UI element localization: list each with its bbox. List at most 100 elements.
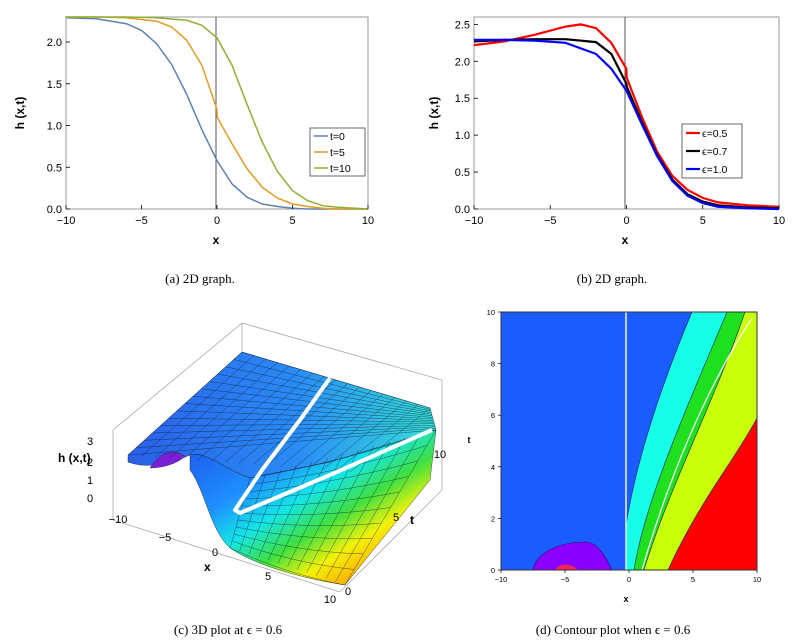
x-tick-label: −10: [495, 575, 508, 584]
t-tick-label: 0: [345, 586, 351, 598]
y-tick-label: 6: [491, 411, 495, 420]
mesh-line: [197, 369, 301, 461]
b-series-2: [474, 38, 780, 211]
panel-b-x-label: x: [622, 233, 629, 247]
x-tick-label: −10: [109, 514, 128, 526]
panel-d-ticks: −10 −5 0 5 10 0 2 4 6 8 10: [487, 308, 762, 584]
mesh-line: [308, 397, 395, 469]
mesh-line: [237, 519, 382, 526]
mesh-line: [235, 526, 373, 540]
t-tick-label: 10: [434, 449, 446, 461]
y-tick-label: 2.0: [455, 56, 470, 68]
mesh-line: [224, 376, 325, 463]
x-tick-label: −5: [561, 575, 570, 584]
mesh-line: [247, 445, 427, 486]
x-tick-label: 0: [212, 547, 218, 559]
panel-d-y-label: t: [468, 435, 471, 445]
mesh-line: [335, 404, 419, 472]
legend-label: t=10: [330, 163, 351, 175]
x-tick-label: −10: [57, 215, 76, 227]
panel-d-field: [501, 312, 757, 570]
panel-a-caption: (a) 2D graph.: [165, 271, 235, 286]
panel-c-x-label: x: [204, 560, 211, 574]
contour-band-violet: [533, 542, 612, 570]
panel-b-frame: [473, 16, 780, 210]
z-tick-label: 1: [87, 475, 93, 487]
contour-red-core: [555, 564, 578, 570]
z-tick-label: 2: [87, 457, 93, 469]
mesh-line: [229, 547, 346, 586]
panel-a-legend: t=0 t=5 t=10: [309, 127, 366, 177]
mesh-line: [322, 400, 407, 471]
mesh-line: [296, 449, 359, 570]
mesh-line: [258, 465, 297, 558]
mesh-line: [183, 365, 290, 460]
mesh-line: [239, 507, 391, 515]
z-tick-label: 3: [87, 436, 93, 448]
mesh-line: [225, 366, 431, 412]
panel-b: −10 −5 0 5 10 0.0 0.5 1.0 1.5 2.0 2.5 x h (x,t) ϵ…: [427, 16, 785, 286]
panel-b-legend: ϵ=0.5 ϵ=0.7 ϵ=1.0: [681, 123, 743, 179]
y-tick-label: 8: [491, 360, 495, 369]
panel-b-y-ticks: 0.0 0.5 1.0 1.5 2.0 2.5: [455, 19, 478, 216]
x-tick-label: 5: [265, 571, 271, 583]
a-series-1: [66, 16, 368, 210]
mesh-line: [335, 433, 421, 583]
x-tick-label: 10: [773, 215, 785, 227]
mesh-line: [155, 358, 266, 458]
y-tick-label: 1.5: [455, 93, 470, 105]
t-tick-label: 5: [393, 512, 399, 524]
contour-band-red: [668, 418, 757, 570]
panel-d: −10 −5 0 5 10 0 2 4 6 8 10 x t (d) Contour plot wh…: [468, 308, 762, 637]
y-tick-label: 0: [491, 566, 495, 575]
panel-a-x-ticks: −10 −5 0 5 10: [57, 205, 374, 227]
x-tick-label: 10: [324, 594, 336, 606]
panel-c-white-curve: [233, 376, 433, 515]
mesh-line: [233, 533, 364, 555]
panel-c-caption: (c) 3D plot at ϵ = 0.6: [174, 622, 283, 637]
panel-b-series: [473, 23, 780, 211]
mesh-line: [233, 359, 431, 410]
panel-d-caption: (d) Contour plot when ϵ = 0.6: [536, 622, 691, 637]
panel-c: 0 1 2 3 −10 −5 0 5 10 0 5 10 h (x,t) x t (c) 3D plo…: [58, 322, 446, 637]
x-tick-label: 10: [753, 575, 761, 584]
b-series-0: [473, 23, 780, 208]
panel-a-x-label: x: [213, 233, 220, 247]
mesh-line: [294, 393, 384, 468]
mesh-line: [211, 372, 313, 462]
panel-c-t-label: t: [410, 513, 414, 527]
mesh-line: [184, 403, 434, 420]
mesh-line: [209, 381, 432, 415]
mesh-line: [239, 473, 266, 552]
contour-line-5: [532, 541, 613, 570]
legend-label: ϵ=0.5: [702, 128, 728, 140]
mesh-line: [193, 395, 433, 418]
mesh-line: [141, 355, 254, 457]
mesh-line: [245, 460, 418, 493]
panel-c-ticks: 0 1 2 3 −10 −5 0 5 10 0 5 10: [87, 436, 446, 606]
mesh-line: [217, 373, 432, 413]
panel-b-caption: (b) 2D graph.: [577, 271, 647, 286]
x-tick-label: 0: [623, 215, 629, 227]
mesh-line: [306, 445, 375, 573]
panel-a-y-label: h (x,t): [13, 97, 27, 130]
panel-b-x-ticks: −10 −5 0 5 10: [465, 205, 785, 227]
x-tick-label: 0: [627, 575, 631, 584]
legend-label: ϵ=1.0: [702, 164, 728, 176]
panel-c-z-label: h (x,t): [58, 451, 91, 465]
contour-line-3: [643, 312, 746, 570]
panel-a-y-ticks: 0.0 0.5 1.0 1.5 2.0: [47, 37, 70, 216]
x-tick-label: 5: [691, 575, 695, 584]
mesh-line: [248, 469, 282, 555]
panel-d-x-label: x: [623, 594, 628, 604]
legend-label: t=0: [330, 131, 345, 143]
x-tick-label: 5: [700, 215, 706, 227]
y-tick-label: 0.0: [47, 204, 62, 216]
panel-c-box-back: [112, 322, 443, 490]
legend-label: ϵ=0.7: [702, 146, 728, 158]
contour-line-4: [667, 417, 757, 570]
x-tick-label: −5: [135, 215, 148, 227]
y-tick-label: 0.5: [47, 162, 62, 174]
y-tick-label: 1.0: [47, 121, 62, 133]
a-series-0: [65, 17, 368, 210]
